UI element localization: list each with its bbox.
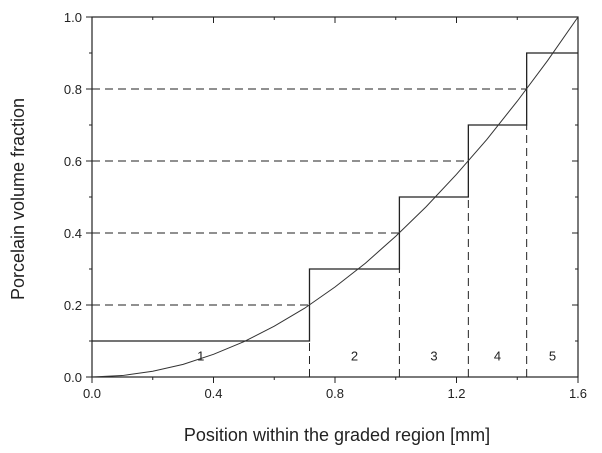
x-tick-label: 0.4: [204, 386, 222, 401]
x-axis-label: Position within the graded region [mm]: [184, 425, 490, 445]
y-tick-label: 0.6: [64, 154, 82, 169]
y-tick-label: 0.8: [64, 82, 82, 97]
x-tick-label: 1.6: [569, 386, 587, 401]
y-axis-label: Porcelain volume fraction: [8, 98, 28, 300]
x-tick-label: 0.8: [326, 386, 344, 401]
plot-frame: [91, 16, 579, 378]
region-label: 5: [549, 348, 556, 363]
y-tick-label: 0.2: [64, 298, 82, 313]
y-tick-label: 1.0: [64, 10, 82, 25]
region-label: 3: [430, 348, 437, 363]
plot-layer: 0.0 0.4 0.8 1.2 1.6 0.0 0.2 0.4 0.6 0.8 1.0 1 2 3 4 5: [64, 10, 587, 401]
y-tick-label: 0.4: [64, 226, 82, 241]
region-label: 1: [197, 348, 204, 363]
x-tick-label: 1.2: [447, 386, 465, 401]
region-label: 2: [351, 348, 358, 363]
step-series: [92, 52, 578, 342]
y-tick-label: 0.0: [64, 370, 82, 385]
region-label: 4: [494, 348, 501, 363]
curve-series: [91, 16, 579, 378]
x-tick-label: 0.0: [83, 386, 101, 401]
